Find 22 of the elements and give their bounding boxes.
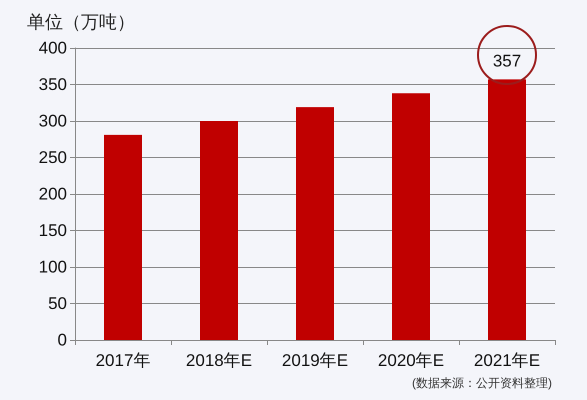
y-tick-label: 400 (38, 38, 67, 58)
y-tick-label: 300 (38, 112, 67, 130)
bar (392, 93, 430, 340)
y-tick-label: 250 (38, 148, 67, 167)
y-tick-label: 200 (38, 184, 67, 204)
bar (200, 121, 238, 340)
y-tick-label: 350 (38, 75, 67, 94)
bar (296, 107, 334, 340)
y-tick-label: 0 (58, 330, 67, 350)
x-tick-label: 2017年 (96, 351, 150, 370)
x-tick-label: 2018年E (186, 351, 252, 370)
x-tick-label: 2019年E (282, 351, 348, 370)
y-tick-label: 100 (38, 258, 67, 276)
bar (104, 134, 142, 340)
y-tick-label: 50 (48, 294, 67, 313)
data-label: 357 (492, 51, 522, 70)
x-tick-label: 2020年E (378, 351, 444, 370)
y-axis-title: 单位（万吨） (27, 12, 135, 32)
text: (数据来源：公开资料整理) (412, 376, 552, 390)
x-tick-label: 2021年E (474, 351, 540, 370)
bar (488, 79, 526, 340)
y-tick-label: 150 (38, 221, 67, 240)
